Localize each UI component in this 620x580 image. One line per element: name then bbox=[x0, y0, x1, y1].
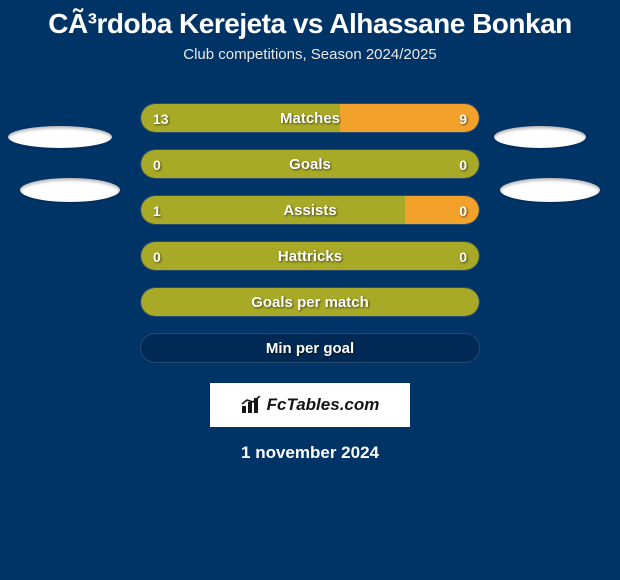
avatar-placeholder bbox=[8, 126, 112, 148]
stat-bar-label: Hattricks bbox=[141, 242, 479, 271]
chart-icon bbox=[241, 396, 263, 414]
stat-bar-track: Min per goal bbox=[140, 333, 480, 363]
stat-bar-row: Min per goal bbox=[0, 325, 620, 371]
stat-bar-right-value: 9 bbox=[459, 104, 467, 133]
date-label: 1 november 2024 bbox=[0, 443, 620, 463]
stat-bar-right-value: 0 bbox=[459, 150, 467, 179]
stat-bar-row: Hattricks0 0 bbox=[0, 233, 620, 279]
stat-bar-track: Matches13 9 bbox=[140, 103, 480, 133]
stat-bar-label: Goals bbox=[141, 150, 479, 179]
stat-bar-label: Assists bbox=[141, 196, 479, 225]
avatar-placeholder bbox=[20, 178, 120, 202]
stat-bar-row: Goals per match bbox=[0, 279, 620, 325]
avatar-placeholder bbox=[494, 126, 586, 148]
subtitle: Club competitions, Season 2024/2025 bbox=[0, 46, 620, 63]
stat-bar-left-value: 13 bbox=[153, 104, 169, 133]
stat-bar-label: Goals per match bbox=[141, 288, 479, 317]
logo: FcTables.com bbox=[241, 395, 380, 415]
page-title: CÃ³rdoba Kerejeta vs Alhassane Bonkan bbox=[0, 8, 620, 40]
stat-bar-track: Goals per match bbox=[140, 287, 480, 317]
stat-bar-label: Min per goal bbox=[141, 334, 479, 363]
stat-bar-right-value: 0 bbox=[459, 242, 467, 271]
stat-bar-track: Hattricks0 0 bbox=[140, 241, 480, 271]
stat-bar-left-value: 1 bbox=[153, 196, 161, 225]
logo-box: FcTables.com bbox=[210, 383, 410, 427]
stat-bar-track: Assists1 0 bbox=[140, 195, 480, 225]
comparison-infographic: CÃ³rdoba Kerejeta vs Alhassane Bonkan Cl… bbox=[0, 0, 620, 580]
stat-bar-left-value: 0 bbox=[153, 150, 161, 179]
logo-text: FcTables.com bbox=[267, 395, 380, 415]
stat-bar-right-value: 0 bbox=[459, 196, 467, 225]
avatar-placeholder bbox=[500, 178, 600, 202]
stat-bar-label: Matches bbox=[141, 104, 479, 133]
stat-bar-left-value: 0 bbox=[153, 242, 161, 271]
stat-bar-track: Goals0 0 bbox=[140, 149, 480, 179]
